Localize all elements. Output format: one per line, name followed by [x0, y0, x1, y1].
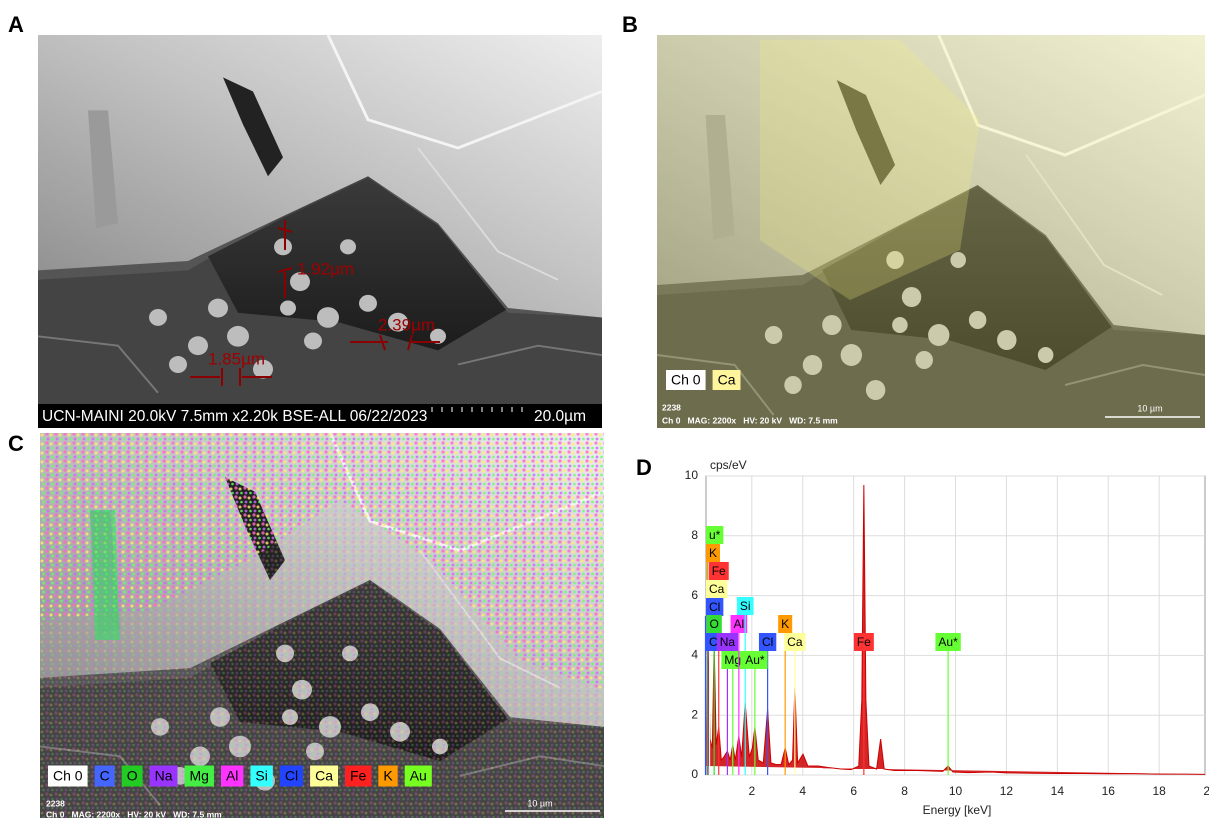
x-axis-label: Energy [keV]	[923, 803, 992, 817]
marker-label: K	[781, 617, 789, 631]
y-tick-label: 10	[685, 468, 699, 482]
marker-label: u*	[709, 528, 721, 542]
marker-label: Au*	[938, 635, 958, 649]
measurement: 2.39µm	[378, 315, 435, 334]
legend-label: O	[127, 768, 138, 784]
x-tick-label: 14	[1051, 784, 1065, 798]
legend-label: Au	[410, 768, 427, 784]
x-tick-label: 4	[799, 784, 806, 798]
legend-label: Cl	[285, 768, 298, 784]
legend-label: Ch 0	[53, 768, 83, 784]
y-axis-label: cps/eV	[710, 458, 747, 472]
panel-a: 1.92µm 2.39µm 1.85µm UCN-MAINI 20.0kV 7.…	[38, 35, 602, 428]
panel-letter: C	[8, 431, 24, 456]
measurement: 1.92µm	[297, 259, 354, 278]
legend: Ch 0 Ca	[666, 370, 740, 390]
marker-label: Fe	[712, 564, 726, 578]
y-tick-label: 2	[691, 707, 698, 721]
y-tick-label: 8	[691, 528, 698, 542]
legend-label: Ca	[718, 372, 736, 388]
x-tick-label: 18	[1152, 784, 1166, 798]
panel-c: Ch 0 C O Na Mg Al Si Cl Ca Fe K Au 2238 Ch 0 MAG: 2…	[40, 433, 604, 819]
image-id: 2238	[662, 402, 681, 412]
x-tick-label: 8	[901, 784, 908, 798]
sem-image	[38, 35, 602, 405]
x-tick-label: 20	[1203, 784, 1209, 798]
image-id: 2238	[46, 798, 65, 808]
scale-label: 10 µm	[527, 798, 552, 808]
map-overlay	[40, 433, 604, 818]
x-tick-label: 16	[1102, 784, 1116, 798]
legend-label: Na	[155, 768, 173, 784]
spectrum-chart: cps/eV Energy [keV] 0 2 4 6 8 10 2 4 6 8 10 12 14 16 1…	[685, 458, 1209, 817]
measurement: 1.85µm	[208, 349, 265, 368]
figure: A B C D 1.92µm 2.39µm 1.85µm UCN-MAINI 2…	[0, 0, 1209, 820]
marker-label: Cl	[709, 600, 720, 614]
panel-letter: A	[8, 12, 24, 37]
marker-label: Ca	[787, 635, 803, 649]
info-text: UCN-MAINI 20.0kV 7.5mm x2.20k BSE-ALL 06…	[42, 408, 427, 425]
marker-label: C	[709, 635, 718, 649]
legend-label: C	[100, 768, 110, 784]
marker-label: Si	[740, 599, 751, 613]
marker-label: O	[709, 617, 718, 631]
info-text: Ch 0 MAG: 2200x HV: 20 kV WD: 7.5 mm	[46, 809, 222, 819]
panel-b: Ch 0 Ca 2238 Ch 0 MAG: 2200x HV: 20 kV WD…	[657, 35, 1205, 428]
y-tick-label: 0	[691, 767, 698, 781]
marker-label: K	[709, 546, 717, 560]
map-overlay	[90, 510, 120, 640]
marker-label: Fe	[857, 635, 871, 649]
marker-label: Al	[734, 617, 745, 631]
y-tick-label: 4	[691, 648, 698, 662]
legend-label: K	[383, 768, 393, 784]
scale-label: 20.0µm	[534, 408, 586, 425]
x-tick-label: 10	[949, 784, 963, 798]
scale-label: 10 µm	[1137, 403, 1162, 413]
legend-label: Fe	[350, 768, 367, 784]
panel-letter: D	[636, 455, 652, 480]
x-tick-label: 2	[748, 784, 755, 798]
marker-label: Au*	[745, 653, 765, 667]
marker-label: Ca	[709, 582, 725, 596]
info-text: Ch 0 MAG: 2200x HV: 20 kV WD: 7.5 mm	[662, 415, 838, 425]
y-tick-label: 6	[691, 588, 698, 602]
x-tick-label: 6	[850, 784, 857, 798]
x-tick-label: 12	[1000, 784, 1014, 798]
legend-label: Ch 0	[671, 372, 701, 388]
legend-label: Si	[255, 768, 267, 784]
legend-label: Mg	[190, 768, 209, 784]
marker-label: Cl	[762, 635, 773, 649]
legend-label: Al	[226, 768, 238, 784]
panel-letter: B	[622, 12, 638, 37]
legend-label: Ca	[315, 768, 333, 784]
marker-label: Na	[720, 635, 736, 649]
